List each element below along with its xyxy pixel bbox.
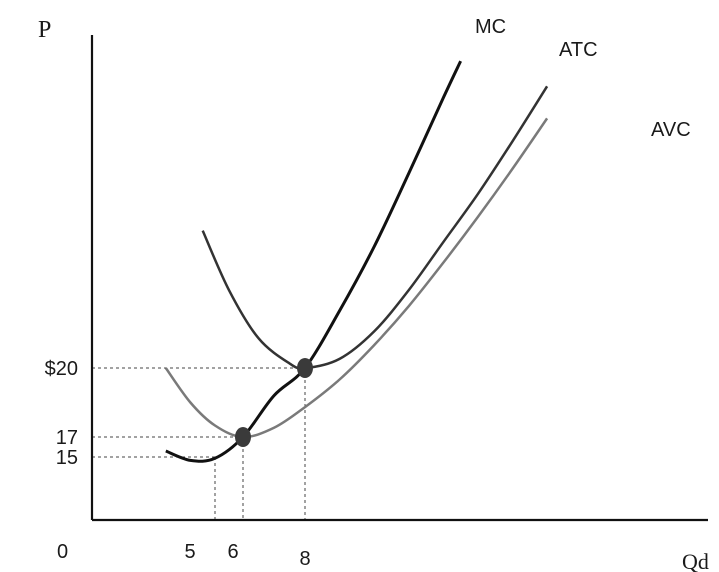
- y-axis-title: P: [38, 17, 51, 43]
- y-tick-label: 15: [56, 447, 78, 469]
- x-axis-title: Qd: [682, 549, 709, 572]
- axes: [90, 35, 708, 522]
- intersection-point: [297, 358, 313, 378]
- y-tick-label: 17: [56, 427, 78, 449]
- series-mc-line: [165, 60, 462, 463]
- x-tick-label: 6: [227, 541, 238, 563]
- series-avc-label: AVC: [651, 119, 691, 141]
- curves: MC ATC AVC: [164, 16, 691, 463]
- series-mc-label: MC: [475, 16, 506, 38]
- x-tick-label: 5: [184, 541, 195, 563]
- intersection-points: [235, 358, 313, 447]
- origin-label: 0: [57, 541, 68, 563]
- intersection-point: [235, 427, 251, 447]
- x-tick-label: 8: [299, 548, 310, 570]
- y-tick-label: $20: [45, 358, 78, 380]
- series-atc-line: [201, 85, 549, 370]
- guide-lines: [92, 367, 306, 520]
- series-atc-label: ATC: [559, 39, 598, 61]
- series-avc-line: [164, 117, 549, 439]
